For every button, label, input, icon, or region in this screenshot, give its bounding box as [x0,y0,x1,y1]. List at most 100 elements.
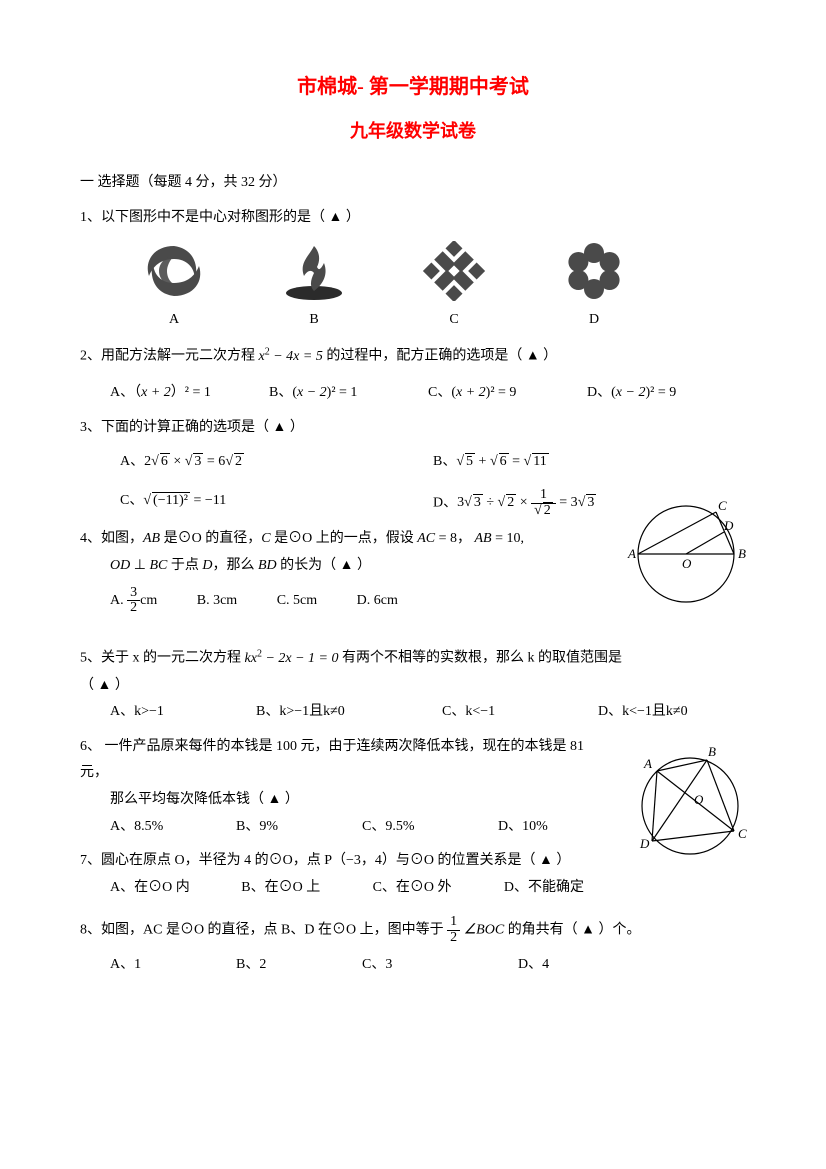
svg-text:C: C [738,826,747,841]
q4-d: D [202,558,212,573]
q5-options: A、k>−1 B、k>−1且k≠0 C、k<−1 D、k<−1且k≠0 [110,699,746,726]
svg-text:D: D [639,836,650,851]
q2b-post: )² = 1 [327,385,358,400]
q1-label-a: A [169,312,179,327]
q4-c: C [261,531,270,546]
q7-opt-c: C、在⊙O 外 [373,875,468,902]
q4-ab: AB [143,531,160,546]
q8-opt-a: A、1 [110,952,200,979]
q2-options: A、（x + 2）² = 1 B、(x − 2)² = 1 C、(x + 2)²… [110,380,746,407]
q4-s2: 是⊙O 的直径， [160,531,261,546]
q1-label-b: B [309,312,318,327]
q5-blank: （ ▲ ） [80,673,746,700]
q3a-expr: 2√6 × √3 = 6√2 [144,454,244,469]
q6-opt-b: B、9% [236,814,326,841]
q7-opt-d: D、不能确定 [504,875,584,902]
q4-comma: ， [457,531,475,546]
q2c-pre: C、( [428,385,456,400]
q3b-expr: √5 + √6 = √11 [456,454,548,469]
svg-text:O: O [682,556,692,571]
question-6: 6、 一件产品原来每件的本钱是 100 元，由于连续两次降低本钱，现在的本钱是 … [80,734,610,840]
svg-text:C: C [718,498,727,513]
question-1: 1、以下图形中不是中心对称图形的是（ ▲ ） A B [80,205,746,334]
q2a-eq: x + 2 [141,385,171,400]
q7-opt-b: B、在⊙O 上 [241,875,336,902]
svg-text:A: A [643,756,652,771]
q4-eq2: AB = 10 [475,531,521,546]
q2-opt-b: B、(x − 2)² = 1 [269,380,392,407]
q3-stem: 3、下面的计算正确的选项是（ ▲ ） [80,415,746,442]
swirl-logo-icon [139,241,209,301]
q8-options: A、1 B、2 C、3 D、4 [110,952,746,979]
q4-comma2: , [521,531,525,546]
q2c-eq: x + 2 [456,385,486,400]
q2-opt-d: D、(x − 2)² = 9 [587,380,710,407]
q2-stem-pre: 2、用配方法解一元二次方程 [80,349,259,364]
q1-opt-d: D [524,241,664,334]
question-2: 2、用配方法解一元二次方程 x2 − 4x = 5 的过程中，配方正确的选项是（… [80,342,746,407]
question-7: 7、圆心在原点 O，半径为 4 的⊙O，点 P（−3，4）与⊙O 的位置关系是（… [80,848,620,901]
q2d-post: )² = 9 [645,385,676,400]
q1-opt-b: B [244,241,384,334]
section-1-heading: 一 选择题（每题 4 分，共 32 分） [80,170,746,197]
q1-stem: 1、以下图形中不是中心对称图形的是（ ▲ ） [80,205,746,232]
flower-logo-icon [559,241,629,301]
q6-opt-d: D、10% [498,814,548,841]
q2b-eq: x − 2 [297,385,327,400]
q2b-pre: B、( [269,385,297,400]
q5-post: 有两个不相等的实数根，那么 k 的取值范围是 [339,651,623,666]
q7-opt-a: A、在⊙O 内 [110,875,205,902]
q8-opt-d: D、4 [518,952,549,979]
q8-post: 的角共有（ ▲ ）个。 [504,923,640,938]
q4-opt-b: B. 3cm [197,593,237,608]
q3c-expr: √(−11)² = −11 [143,493,226,508]
svg-text:D: D [723,518,734,533]
q8-angle: ∠BOC [460,923,504,938]
q8-opt-c: C、3 [362,952,482,979]
circle-diagram-q7-icon: A B C D O [622,746,752,866]
q1-options-row: A B C [104,241,746,334]
q2a-pre: A、（ [110,385,141,400]
q4-l2post: ，那么 [212,558,258,573]
q4-opt-a: A. 32cm [110,593,157,608]
q3-opt-b: B、√5 + √6 = √11 [433,449,746,476]
q4-opt-d: D. 6cm [357,593,398,608]
q3d-expr: 3√3 ÷ √2 × 1√2 = 3√3 [457,495,596,510]
q2d-eq: x − 2 [616,385,646,400]
q6-stem2: 那么平均每次降低本钱（ ▲ ） [110,787,610,814]
q4-bc: BC [149,558,167,573]
q8-frac: 12 [447,915,460,945]
q1-label-c: C [449,312,458,327]
q5-opt-c: C、k<−1 [442,699,562,726]
q1-label-d: D [589,312,599,327]
q4-bd: BD [258,558,277,573]
svg-text:O: O [694,792,704,807]
q5-opt-a: A、k>−1 [110,699,220,726]
q2a-post: ）² = 1 [171,385,211,400]
page-title-2: 九年级数学试卷 [80,114,746,148]
question-5: 5、关于 x 的一元二次方程 kx2 − 2x − 1 = 0 有两个不相等的实… [80,644,746,725]
q4-eq1: AC = 8 [417,531,457,546]
q2-opt-c: C、(x + 2)² = 9 [428,380,551,407]
q3c-label: C、 [120,493,143,508]
circle-diagram-q4-icon: A B C D O [616,496,756,606]
q1-opt-c: C [384,241,524,334]
q6-stem1: 6、 一件产品原来每件的本钱是 100 元，由于连续两次降低本钱，现在的本钱是 … [80,734,610,787]
q6-opt-a: A、8.5% [110,814,200,841]
q7-stem: 7、圆心在原点 O，半径为 4 的⊙O，点 P（−3，4）与⊙O 的位置关系是（… [80,848,620,875]
knot-logo-icon [422,241,486,301]
q2-eq: x2 − 4x = 5 [259,349,323,364]
q8-pre: 8、如图，AC 是⊙O 的直径，点 B、D 在⊙O 上，图中等于 [80,923,447,938]
q8-opt-b: B、2 [236,952,326,979]
q5-pre: 5、关于 x 的一元二次方程 [80,651,245,666]
q4-opt-c: C. 5cm [277,593,317,608]
q2d-pre: D、( [587,385,616,400]
q5-opt-d: D、k<−1且k≠0 [598,699,688,726]
q4-l2mid: 于点 [167,558,202,573]
q6-options: A、8.5% B、9% C、9.5% D、10% [110,814,610,841]
q7-options: A、在⊙O 内 B、在⊙O 上 C、在⊙O 外 D、不能确定 [110,875,620,902]
svg-text:A: A [627,546,636,561]
svg-text:B: B [738,546,746,561]
q4-l2tail: 的长为（ ▲ ） [277,558,371,573]
q6-opt-c: C、9.5% [362,814,462,841]
